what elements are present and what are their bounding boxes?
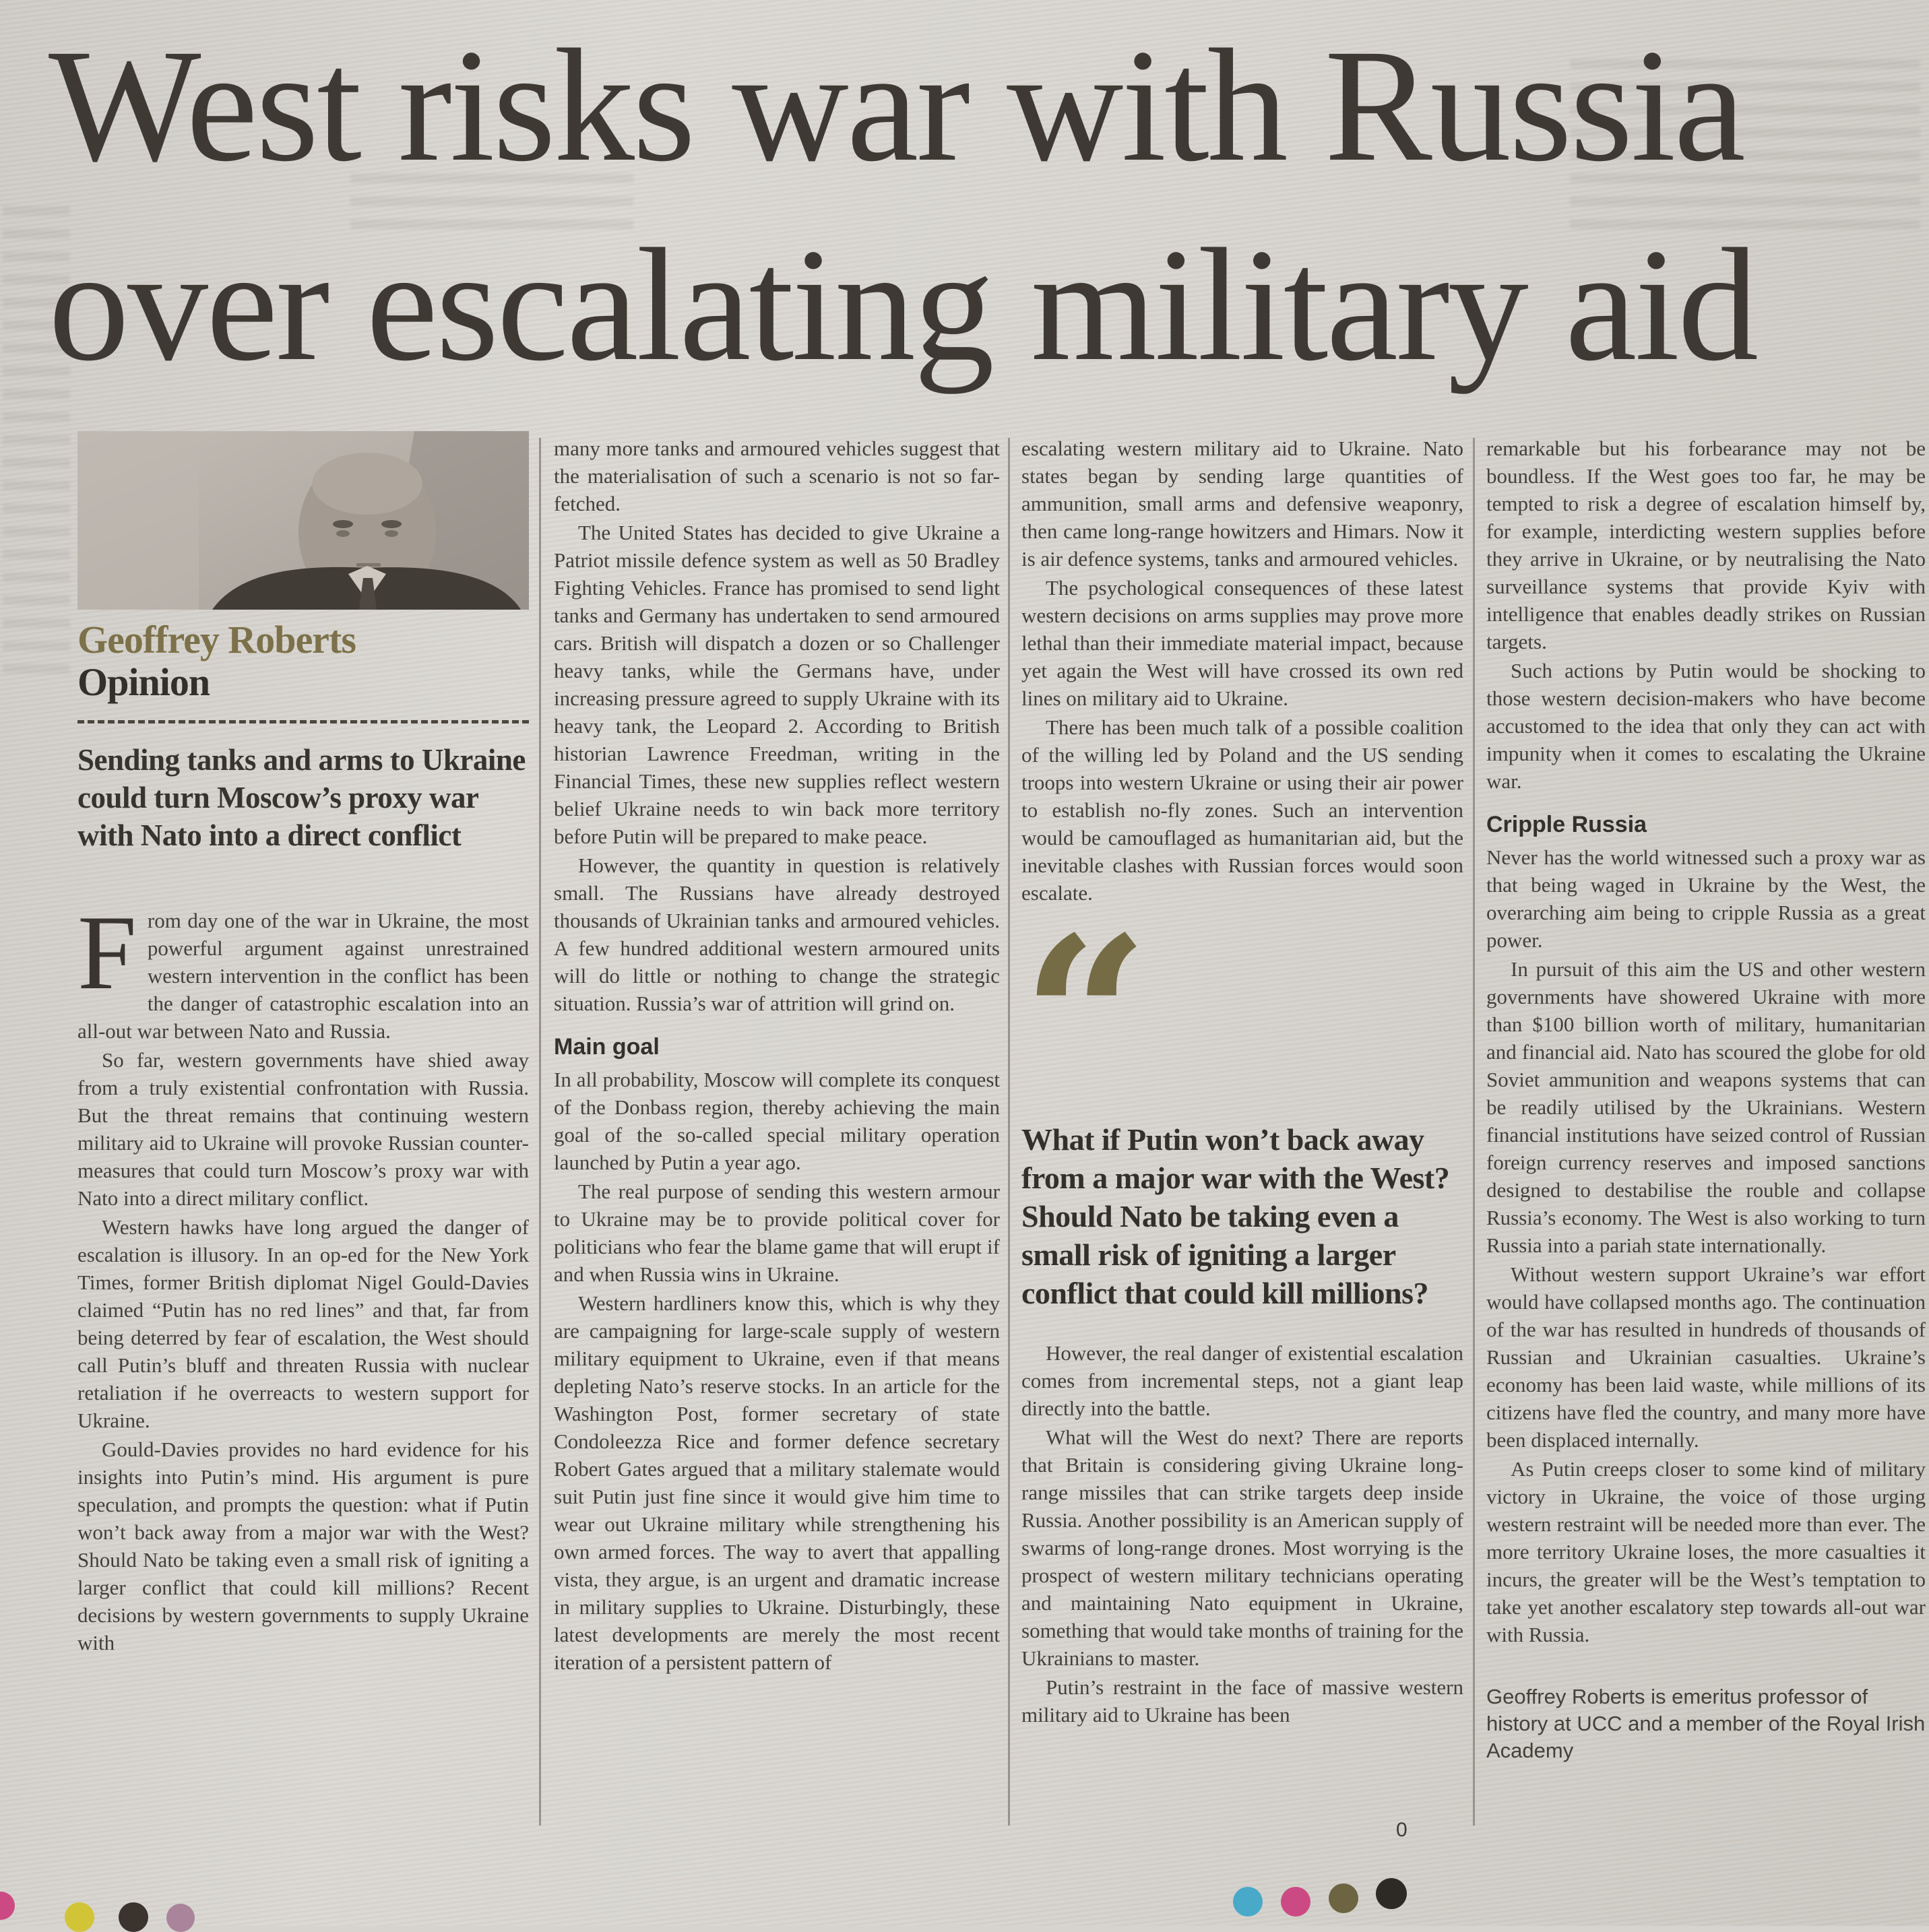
drop-cap: F [77, 894, 137, 1012]
body-paragraph: Never has the world witnessed such a pro… [1486, 845, 1926, 952]
author-bio: Geoffrey Roberts is emeritus professor o… [1486, 1685, 1926, 1762]
registration-zero-label: 0 [1396, 1819, 1408, 1841]
body-paragraph: In pursuit of this aim the US and other … [1486, 957, 1926, 1257]
byline-author: Geoffrey Roberts [77, 618, 356, 662]
body-paragraph: The psychological consequences of these … [1021, 576, 1463, 710]
pull-quote-text: What if Putin won’t back away from a maj… [1021, 1122, 1450, 1310]
body-paragraph: Such actions by Putin would be shocking … [1486, 659, 1926, 793]
registration-dot-magenta [0, 1892, 15, 1920]
column-3: escalating western military aid to Ukrai… [1021, 434, 1463, 1730]
body-paragraph: What will the West do next? There are re… [1021, 1425, 1463, 1670]
body-paragraph: In all probability, Moscow will complete… [554, 1068, 1000, 1174]
body-paragraph: Western hawks have long argued the dange… [77, 1215, 529, 1432]
headline-line-1: West risks war with Russia [49, 15, 1746, 195]
byline-section: Opinion [77, 660, 210, 704]
body-paragraph: Western hardliners know this, which is w… [554, 1291, 1000, 1674]
body-paragraph: As Putin creeps closer to some kind of m… [1486, 1457, 1926, 1646]
author-photo [77, 431, 529, 610]
subhead-main-goal: Main goal [554, 1034, 660, 1060]
body-paragraph: escalating western military aid to Ukrai… [1021, 437, 1463, 571]
headline: West risks war with Russia over escalati… [49, 5, 1759, 404]
column-rule [539, 438, 541, 1826]
body-paragraph: many more tanks and armoured vehicles su… [554, 437, 1000, 515]
body-paragraph: However, the quantity in question is rel… [554, 854, 1000, 1015]
registration-dot-cyan [1233, 1887, 1263, 1917]
column-rule [1473, 438, 1475, 1826]
headline-line-2: over escalating military aid [49, 215, 1759, 394]
registration-dot-mauve [166, 1904, 195, 1932]
body-paragraph: There has been much talk of a possible c… [1021, 715, 1463, 905]
author-photo-image [77, 431, 529, 610]
body-paragraph: Gould-Davies provides no hard evidence f… [77, 1438, 529, 1654]
paragraph-text: rom day one of the war in Ukraine, the m… [77, 909, 529, 1043]
quote-mark-icon: “ [1021, 888, 1149, 1149]
body-paragraph: However, the real danger of existential … [1021, 1341, 1463, 1420]
column-rule [1008, 438, 1010, 1826]
registration-dot-magenta [1281, 1887, 1310, 1917]
column-1: Geoffrey Roberts Opinion Sending tanks a… [77, 431, 529, 1658]
body-paragraph: The United States has decided to give Uk… [554, 521, 1000, 848]
body-paragraph: Without western support Ukraine’s war ef… [1486, 1262, 1926, 1452]
subhead-cripple-russia: Cripple Russia [1486, 812, 1647, 837]
body-paragraph: remarkable but his forbearance may not b… [1486, 437, 1926, 653]
registration-dot-black [119, 1902, 148, 1932]
registration-dot-black [1376, 1878, 1407, 1909]
body-paragraph: The real purpose of sending this western… [554, 1180, 1000, 1286]
registration-dot-yellow [65, 1902, 94, 1932]
registration-dot-olive [1329, 1883, 1358, 1913]
pull-quote: “ What if Putin won’t back away from a m… [1021, 888, 1463, 1312]
body-paragraph: Putin’s restraint in the face of massive… [1021, 1675, 1463, 1727]
column-2: many more tanks and armoured vehicles su… [554, 434, 1000, 1677]
dashed-rule [77, 720, 529, 723]
body-paragraph: So far, western governments have shied a… [77, 1048, 529, 1210]
column-4: remarkable but his forbearance may not b… [1486, 434, 1926, 1764]
standfirst: Sending tanks and arms to Ukraine could … [77, 743, 526, 852]
